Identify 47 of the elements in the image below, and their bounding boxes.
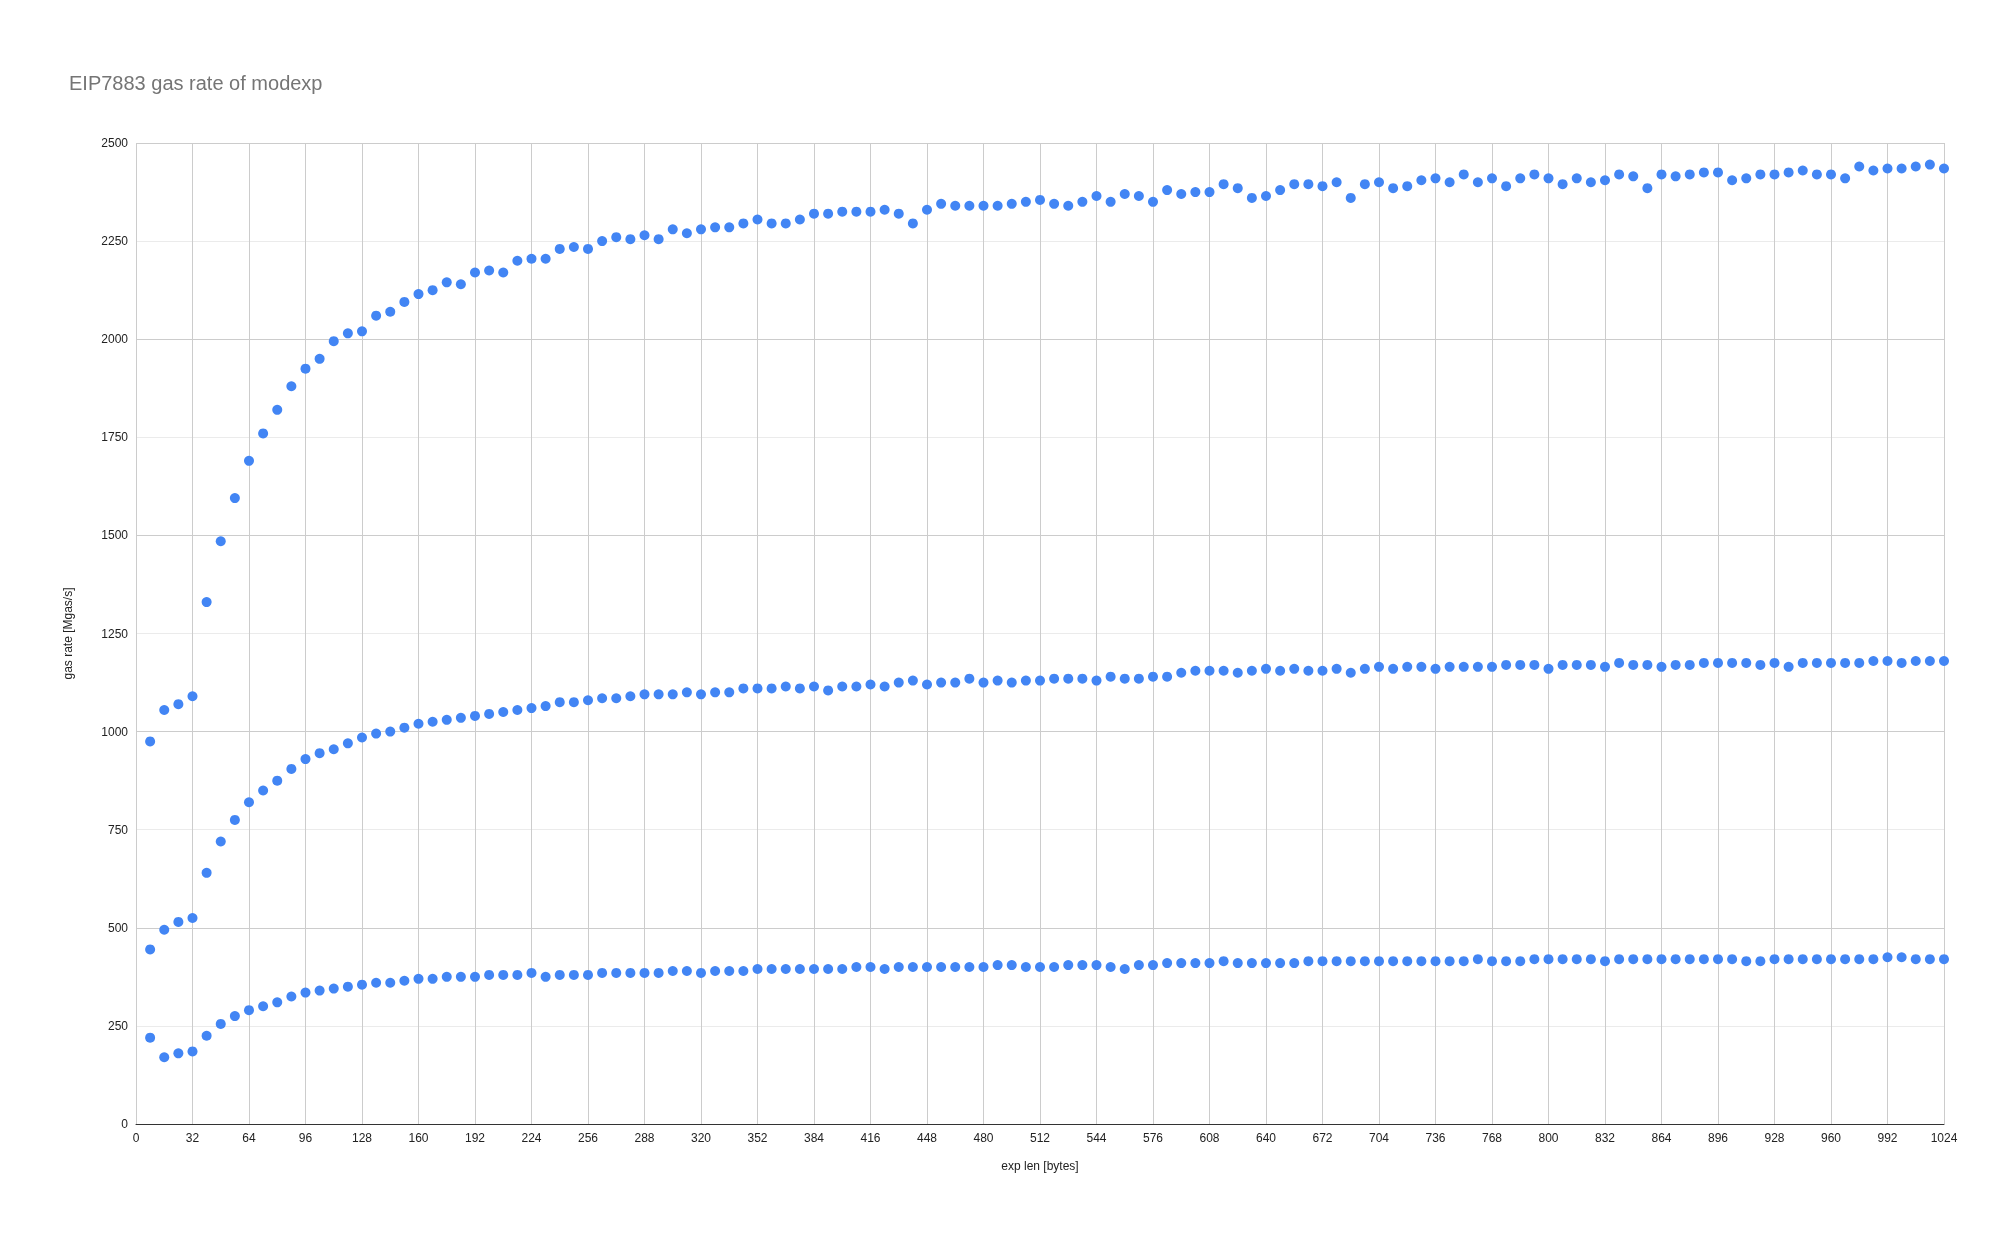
x-tick-label: 256 xyxy=(577,1131,599,1145)
y-tick-label: 1750 xyxy=(101,430,129,445)
y-tick-label: 1250 xyxy=(101,626,129,641)
x-tick-label: 832 xyxy=(1594,1131,1616,1145)
x-tick-label: 96 xyxy=(298,1131,313,1145)
x-tick-label: 448 xyxy=(916,1131,938,1145)
x-tick-label: 1024 xyxy=(1930,1131,1958,1145)
x-tick-label: 288 xyxy=(634,1131,655,1145)
y-tick-label: 0 xyxy=(121,1117,129,1131)
y-tick-label: 2250 xyxy=(101,234,129,249)
x-tick-label: 672 xyxy=(1312,1131,1333,1145)
x-tick-label: 640 xyxy=(1255,1131,1277,1145)
x-tick-label: 160 xyxy=(408,1131,429,1145)
x-tick-label: 128 xyxy=(351,1131,373,1145)
chart-title: EIP7883 gas rate of modexp xyxy=(69,72,323,94)
y-tick-label: 2500 xyxy=(101,136,129,150)
y-tick-label: 750 xyxy=(107,822,129,837)
x-tick-label: 608 xyxy=(1199,1131,1220,1145)
x-tick-label: 704 xyxy=(1368,1131,1390,1145)
x-tick-label: 576 xyxy=(1142,1131,1164,1145)
x-tick-label: 896 xyxy=(1707,1131,1729,1145)
x-tick-label: 224 xyxy=(521,1131,542,1145)
y-tick-label: 1500 xyxy=(101,528,129,543)
y-axis-title: gas rate [Mgas/s] xyxy=(61,587,75,680)
x-tick-label: 32 xyxy=(185,1131,200,1145)
y-tick-label: 2000 xyxy=(101,332,129,347)
x-tick-label: 384 xyxy=(803,1131,825,1145)
x-tick-label: 800 xyxy=(1538,1131,1559,1145)
x-tick-label: 960 xyxy=(1820,1131,1842,1145)
x-tick-label: 992 xyxy=(1877,1131,1898,1145)
x-tick-label: 736 xyxy=(1425,1131,1446,1145)
x-tick-label: 192 xyxy=(464,1131,486,1145)
y-tick-label: 250 xyxy=(107,1018,129,1033)
x-tick-label: 864 xyxy=(1651,1131,1672,1145)
x-tick-label: 416 xyxy=(860,1131,881,1145)
x-tick-label: 320 xyxy=(690,1131,712,1145)
x-axis-title: exp len [bytes] xyxy=(1001,1159,1079,1173)
x-tick-label: 768 xyxy=(1481,1131,1503,1145)
y-tick-label: 1000 xyxy=(101,724,129,739)
x-tick-label: 0 xyxy=(132,1131,140,1145)
x-tick-label: 544 xyxy=(1086,1131,1107,1145)
y-tick-label: 500 xyxy=(107,920,129,935)
x-tick-label: 480 xyxy=(973,1131,994,1145)
x-tick-label: 352 xyxy=(747,1131,768,1145)
x-tick-label: 928 xyxy=(1764,1131,1785,1145)
x-tick-label: 512 xyxy=(1029,1131,1051,1145)
x-tick-label: 64 xyxy=(242,1131,256,1145)
